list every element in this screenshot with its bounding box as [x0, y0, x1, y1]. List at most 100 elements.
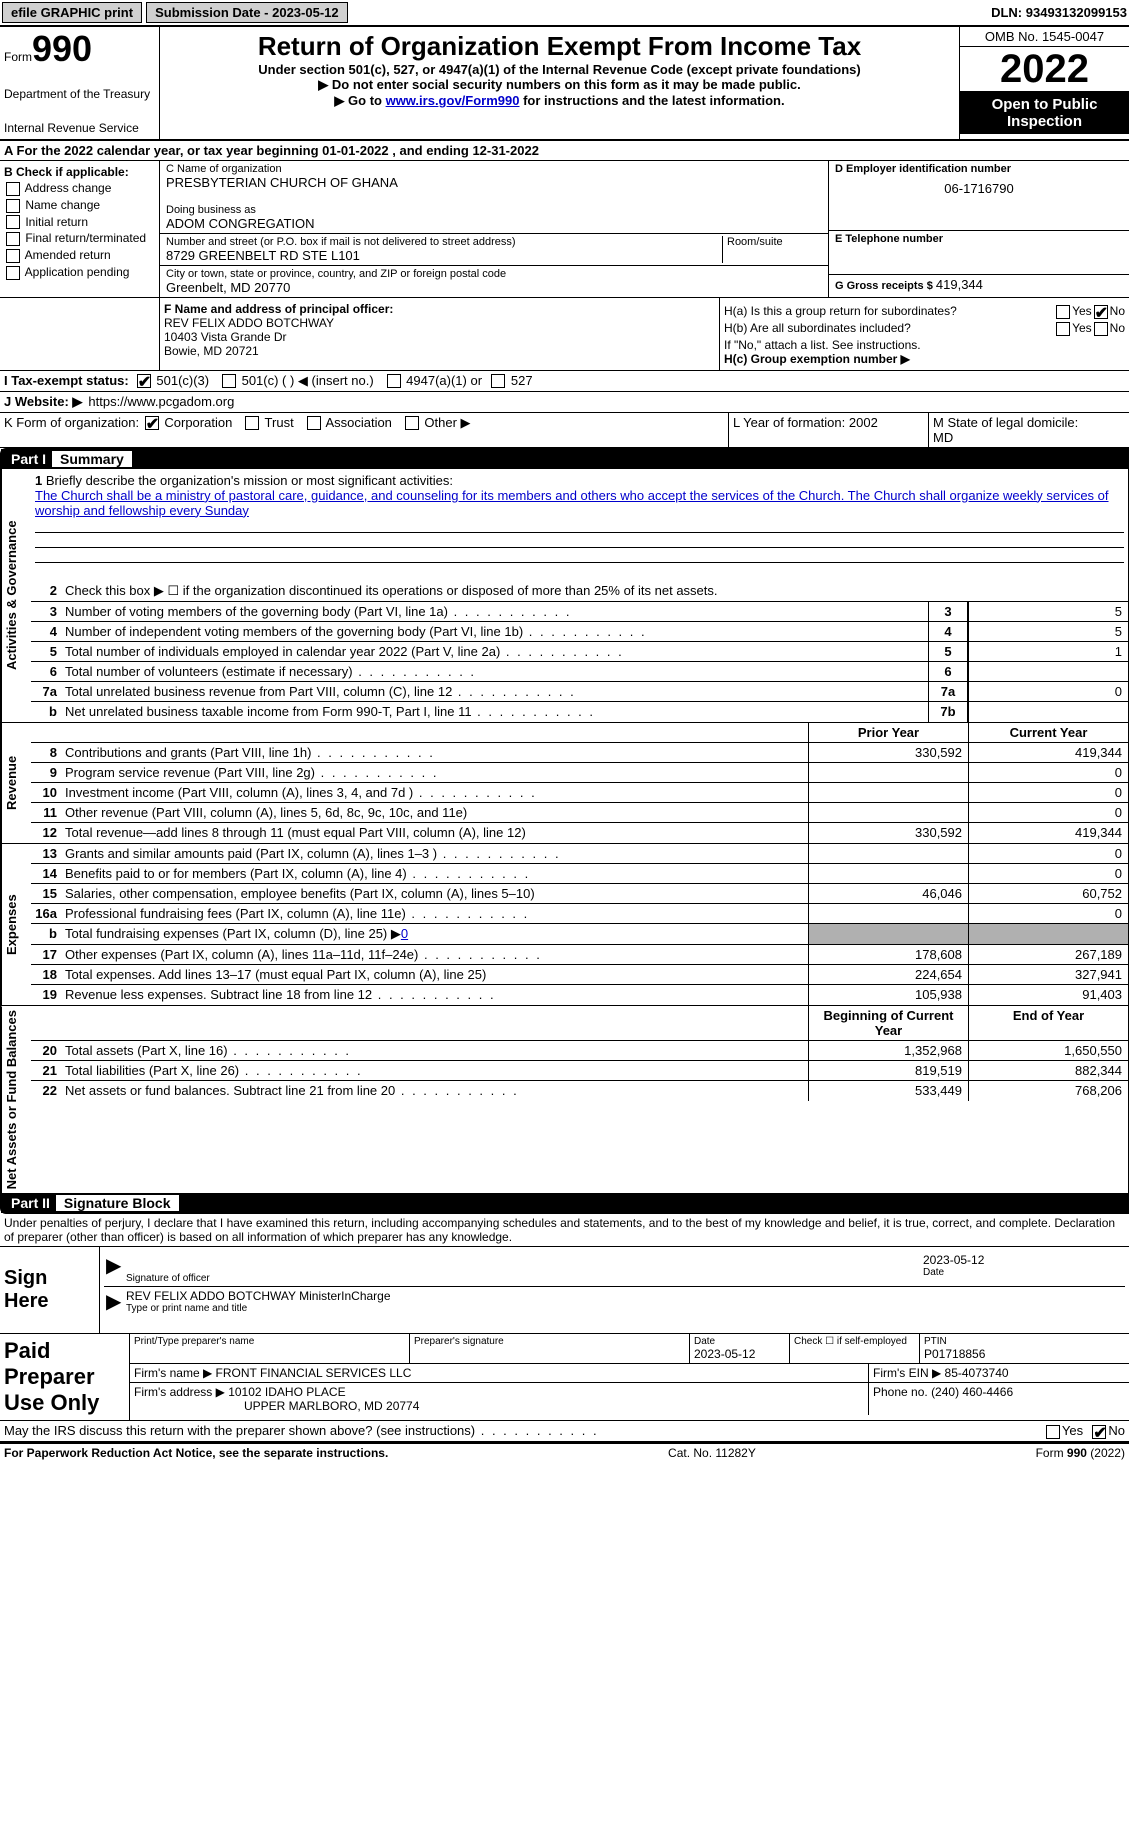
- s1-label: Briefly describe the organization's miss…: [46, 473, 453, 488]
- row-a-text-b: , and ending: [392, 143, 472, 158]
- b-label: B Check if applicable:: [4, 165, 155, 179]
- r10p: [808, 783, 968, 802]
- part-1-box: Part I Summary Activities & Governance 1…: [0, 448, 1129, 1214]
- line-16a: 16aProfessional fundraising fees (Part I…: [31, 904, 1128, 924]
- line-10: 10Investment income (Part VIII, column (…: [31, 783, 1128, 803]
- form-word: Form: [4, 50, 32, 64]
- s22-text: Net assets or fund balances. Subtract li…: [61, 1081, 808, 1101]
- c-addr-value: 8729 GREENBELT RD STE L101: [166, 248, 722, 263]
- b-amended-return[interactable]: Amended return: [4, 248, 155, 263]
- i-501c[interactable]: 501(c) ( ) ◀ (insert no.): [220, 373, 374, 389]
- fh-spacer: [0, 298, 160, 370]
- line-6: 6Total number of volunteers (estimate if…: [31, 662, 1128, 682]
- pp-row-2: Firm's name ▶ FRONT FINANCIAL SERVICES L…: [130, 1364, 1129, 1383]
- b-application-pending[interactable]: Application pending: [4, 265, 155, 280]
- k-association[interactable]: Association: [305, 415, 392, 430]
- header-subtitle-3: ▶ Go to www.irs.gov/Form990 for instruct…: [166, 93, 953, 109]
- line-20: 20Total assets (Part X, line 16)1,352,96…: [31, 1041, 1128, 1061]
- i-527[interactable]: 527: [489, 373, 532, 389]
- vlabel-net-assets: Net Assets or Fund Balances: [1, 1006, 31, 1193]
- v6: [968, 662, 1128, 681]
- vlabel-expenses: Expenses: [1, 844, 31, 1005]
- part-2-num: Part II: [5, 1195, 56, 1211]
- f-officer-addr1: 10403 Vista Grande Dr: [164, 330, 715, 344]
- b-name-change[interactable]: Name change: [4, 198, 155, 213]
- l-value: 2002: [849, 415, 878, 430]
- ha-no[interactable]: No: [1092, 304, 1125, 319]
- section-activities-governance: Activities & Governance 1 Briefly descri…: [1, 469, 1128, 723]
- s14-text: Benefits paid to or for members (Part IX…: [61, 864, 808, 883]
- l-label: L Year of formation:: [733, 415, 849, 430]
- v4: 5: [968, 622, 1128, 641]
- header-left: Form990 Department of the Treasury Inter…: [0, 27, 160, 139]
- s15-text: Salaries, other compensation, employee b…: [61, 884, 808, 903]
- pp-prep-sig: Preparer's signature: [410, 1334, 690, 1363]
- k-other[interactable]: Other ▶: [403, 415, 471, 430]
- b-initial-return[interactable]: Initial return: [4, 215, 155, 230]
- line-7b: bNet unrelated business taxable income f…: [31, 702, 1128, 722]
- row-i-tax-exempt: I Tax-exempt status: 501(c)(3) 501(c) ( …: [0, 371, 1129, 392]
- hb-no[interactable]: No: [1092, 321, 1125, 336]
- dln-box: DLN: 93493132099153: [991, 5, 1127, 20]
- hb-yes[interactable]: Yes: [1054, 321, 1092, 336]
- h-c: H(c) Group exemption number ▶: [724, 352, 1125, 366]
- i-label: I Tax-exempt status:: [4, 373, 129, 388]
- line-18: 18Total expenses. Add lines 13–17 (must …: [31, 965, 1128, 985]
- open-inspection: Open to Public Inspection: [960, 92, 1129, 134]
- k-trust[interactable]: Trust: [243, 415, 294, 430]
- part-1-num: Part I: [5, 451, 52, 467]
- sig-officer-name: REV FELIX ADDO BOTCHWAY MinisterInCharge: [126, 1289, 1123, 1303]
- e19c: 91,403: [968, 985, 1128, 1005]
- sig-officer-row: ▶ Signature of officer 2023-05-12 Date: [104, 1251, 1125, 1287]
- i-4947[interactable]: 4947(a)(1) or: [385, 373, 483, 389]
- column-b: B Check if applicable: Address change Na…: [0, 161, 160, 297]
- f-officer-name: REV FELIX ADDO BOTCHWAY: [164, 316, 715, 330]
- dept-treasury: Department of the Treasury: [4, 87, 155, 101]
- e17p: 178,608: [808, 945, 968, 964]
- k-corporation[interactable]: Corporation: [143, 415, 233, 430]
- r11p: [808, 803, 968, 822]
- b-address-change[interactable]: Address change: [4, 181, 155, 196]
- c-address-row: Number and street (or P.O. box if mail i…: [160, 234, 828, 266]
- signature-declaration: Under penalties of perjury, I declare th…: [0, 1214, 1129, 1246]
- form-header: Form990 Department of the Treasury Inter…: [0, 27, 1129, 141]
- discuss-row: May the IRS discuss this return with the…: [0, 1421, 1129, 1443]
- discuss-no[interactable]: No: [1090, 1423, 1125, 1439]
- h-b: H(b) Are all subordinates included? Yes …: [724, 321, 1125, 336]
- section-net-assets: Net Assets or Fund Balances Beginning of…: [1, 1006, 1128, 1193]
- i-501c3[interactable]: 501(c)(3): [135, 373, 209, 389]
- pp-firm-ein: Firm's EIN ▶ 85-4073740: [869, 1364, 1129, 1382]
- s1-text: The Church shall be a ministry of pastor…: [35, 488, 1109, 518]
- efile-print-button[interactable]: efile GRAPHIC print: [2, 2, 142, 23]
- irs-link[interactable]: www.irs.gov/Form990: [386, 93, 520, 108]
- n21c: 882,344: [968, 1061, 1128, 1080]
- section-expenses: Expenses 13Grants and similar amounts pa…: [1, 844, 1128, 1006]
- form-number: 990: [32, 28, 92, 69]
- pp-self-employed[interactable]: Check ☐ if self-employed: [790, 1334, 920, 1363]
- dln-label: DLN:: [991, 5, 1026, 20]
- line-12: 12Total revenue—add lines 8 through 11 (…: [31, 823, 1128, 843]
- r12c: 419,344: [968, 823, 1128, 843]
- line-7a: 7aTotal unrelated business revenue from …: [31, 682, 1128, 702]
- r10c: 0: [968, 783, 1128, 802]
- sign-here-block: Sign Here ▶ Signature of officer 2023-05…: [0, 1246, 1129, 1334]
- ha-yes[interactable]: Yes: [1054, 304, 1092, 319]
- tax-year: 2022: [960, 47, 1129, 92]
- revenue-header: Prior YearCurrent Year: [31, 723, 1128, 743]
- column-d: D Employer identification number 06-1716…: [829, 161, 1129, 297]
- discuss-yes[interactable]: Yes: [1044, 1423, 1083, 1439]
- m-label: M State of legal domicile:: [933, 415, 1125, 430]
- discuss-text: May the IRS discuss this return with the…: [4, 1423, 599, 1438]
- e18c: 327,941: [968, 965, 1128, 984]
- e18p: 224,654: [808, 965, 968, 984]
- e16c: 0: [968, 904, 1128, 923]
- hdr-beg-year: Beginning of Current Year: [808, 1006, 968, 1040]
- b-final-return[interactable]: Final return/terminated: [4, 231, 155, 246]
- e16bc-shade: [968, 924, 1128, 944]
- e17c: 267,189: [968, 945, 1128, 964]
- sig-date-value: 2023-05-12: [923, 1253, 1123, 1267]
- ha-label: H(a) Is this a group return for subordin…: [724, 304, 1054, 318]
- s11-text: Other revenue (Part VIII, column (A), li…: [61, 803, 808, 822]
- row-a-end: 12-31-2022: [472, 143, 539, 158]
- r9c: 0: [968, 763, 1128, 782]
